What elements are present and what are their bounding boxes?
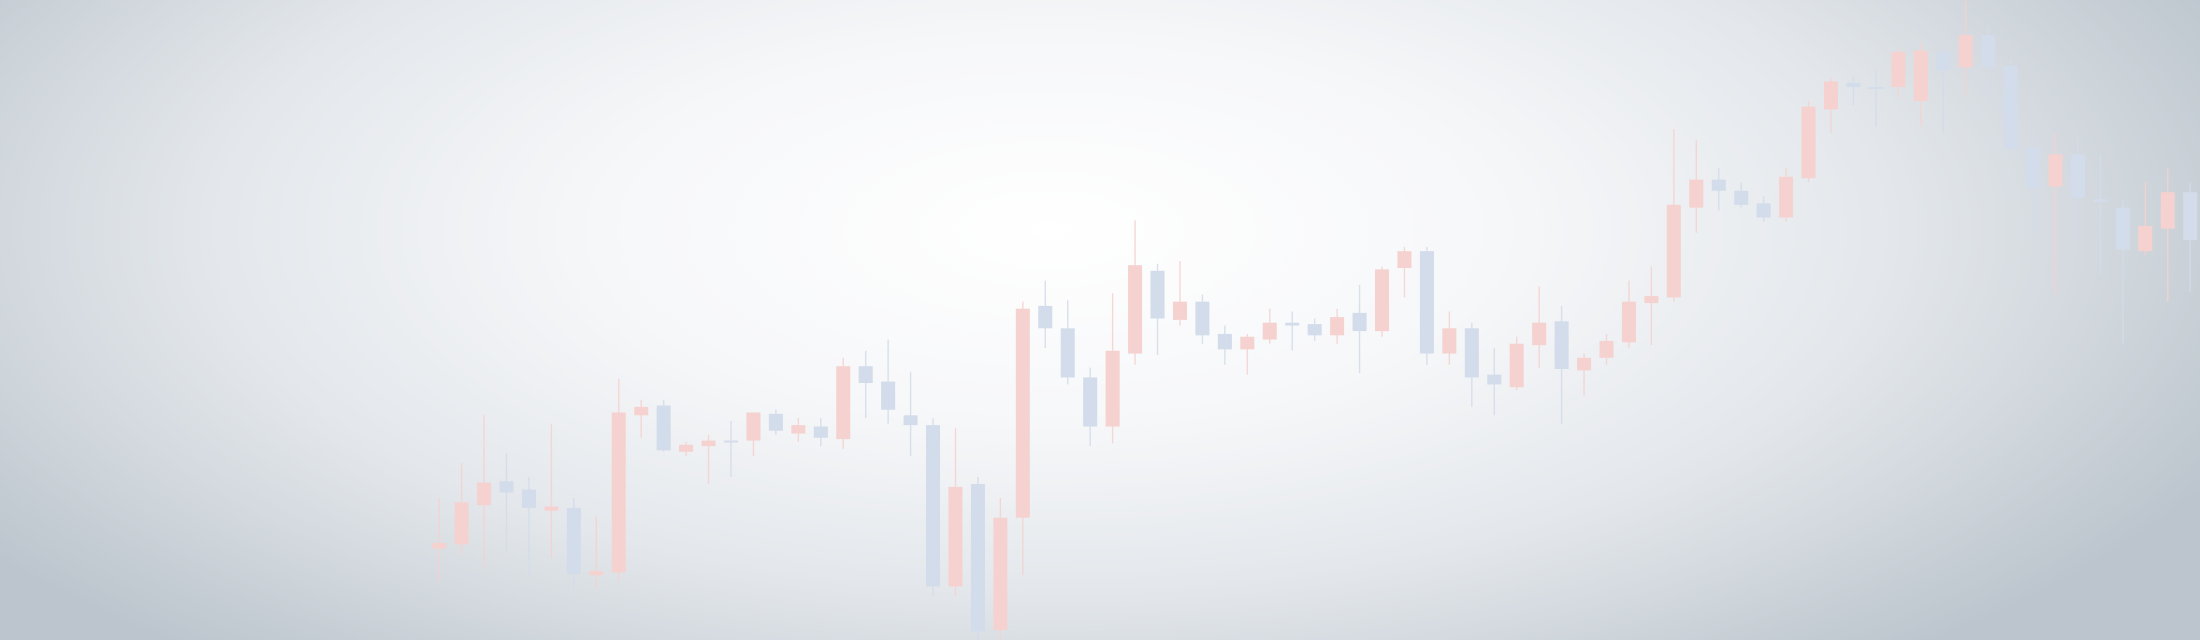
decorative-body bbox=[1083, 377, 1098, 427]
decorative-body bbox=[2138, 225, 2153, 252]
decorative-body bbox=[1015, 308, 1030, 518]
decorative-body bbox=[701, 440, 716, 447]
decorative-body bbox=[2026, 147, 2041, 189]
decorative-body bbox=[611, 412, 626, 573]
decorative-body bbox=[1577, 357, 1592, 371]
decorative-body bbox=[1375, 269, 1390, 332]
decorative-body bbox=[1981, 35, 1996, 68]
decorative-body bbox=[2048, 154, 2063, 187]
decorative-body bbox=[993, 517, 1008, 630]
decorative-body bbox=[1352, 312, 1367, 332]
decorative-body bbox=[1936, 51, 1951, 71]
decorative-body bbox=[566, 507, 581, 574]
decorative-body bbox=[2160, 192, 2175, 229]
decorative-body bbox=[1756, 203, 1771, 218]
decorative-body bbox=[1285, 322, 1300, 326]
decorative-body bbox=[1621, 301, 1636, 343]
decorative-body bbox=[746, 412, 761, 441]
decorative-body bbox=[1442, 328, 1457, 354]
decorative-body bbox=[454, 502, 469, 545]
decorative-body bbox=[1711, 179, 1726, 191]
decorative-body bbox=[813, 426, 828, 438]
decorative-body bbox=[1105, 350, 1120, 427]
decorative-body bbox=[858, 366, 873, 384]
decorative-body bbox=[1846, 82, 1861, 87]
decorative-body bbox=[1172, 301, 1187, 320]
decorative-body bbox=[903, 415, 918, 426]
decorative-body bbox=[2070, 154, 2085, 198]
decorative-body bbox=[970, 484, 985, 632]
decorative-body bbox=[1262, 322, 1277, 340]
decorative-body bbox=[1779, 176, 1794, 218]
decorative-body bbox=[791, 425, 806, 434]
decorative-body bbox=[768, 413, 783, 431]
decorative-body bbox=[1150, 270, 1165, 319]
decorative-body bbox=[1554, 321, 1569, 370]
decorative-body bbox=[2183, 192, 2198, 240]
decorative-body bbox=[926, 425, 941, 587]
decorative-body bbox=[1532, 322, 1547, 346]
decorative-body bbox=[836, 366, 851, 440]
decorative-body bbox=[2003, 65, 2018, 149]
decorative-body bbox=[948, 486, 963, 587]
decorative-body bbox=[1240, 336, 1255, 350]
decorative-body bbox=[1599, 340, 1614, 358]
decorative-body bbox=[1128, 265, 1143, 354]
decorative-body bbox=[723, 440, 739, 443]
decorative-body bbox=[1038, 305, 1053, 329]
decorative-body bbox=[2093, 199, 2108, 203]
decorative-body bbox=[432, 542, 447, 549]
decorative-body bbox=[679, 444, 694, 452]
decorative-body bbox=[1689, 179, 1704, 208]
decorative-body bbox=[477, 482, 492, 506]
decorative-body bbox=[1891, 51, 1906, 87]
decorative-body bbox=[589, 571, 604, 576]
decorative-body bbox=[1195, 301, 1210, 336]
decorative-body bbox=[1913, 50, 1928, 102]
decorative-body bbox=[1464, 328, 1479, 378]
decorative-body bbox=[1397, 251, 1412, 268]
decorative-body bbox=[634, 406, 649, 416]
decorative-body bbox=[1217, 333, 1232, 350]
decorative-body bbox=[544, 506, 559, 511]
decorative-body bbox=[1644, 296, 1659, 304]
decorative-body bbox=[1868, 86, 1883, 89]
decorative-body bbox=[499, 481, 514, 493]
decorative-body bbox=[1734, 190, 1749, 205]
decorative-body bbox=[1487, 374, 1502, 385]
decorative-body bbox=[1509, 343, 1524, 388]
decorative-body bbox=[656, 405, 671, 451]
decorative-body bbox=[1330, 317, 1345, 336]
decorative-body bbox=[1419, 251, 1434, 354]
decorative-body bbox=[1060, 328, 1075, 378]
decorative-body bbox=[2115, 207, 2130, 250]
decorative-body bbox=[1823, 81, 1839, 110]
decorative-body bbox=[1666, 204, 1681, 298]
decorative-body bbox=[1801, 106, 1816, 179]
decorative-body bbox=[1307, 324, 1322, 336]
decorative-body bbox=[881, 381, 896, 410]
decorative-body bbox=[1958, 35, 1973, 68]
decorative-body bbox=[521, 489, 536, 508]
